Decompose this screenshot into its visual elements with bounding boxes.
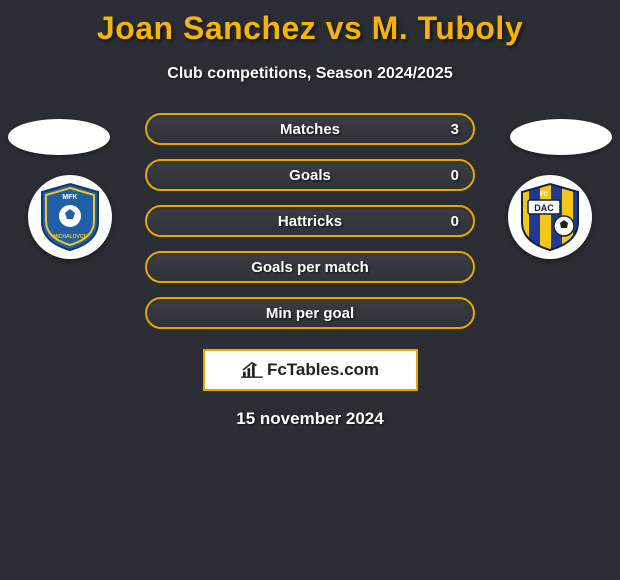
date-label: 15 november 2024 — [0, 409, 620, 429]
svg-text:MFK: MFK — [62, 194, 77, 201]
stat-label: Hattricks — [278, 213, 342, 230]
page-title: Joan Sanchez vs M. Tuboly — [0, 0, 620, 47]
stat-value-right: 0 — [451, 213, 459, 230]
shield-icon: DAC FC — [518, 182, 582, 252]
shield-icon: MFK MICHALOVCE — [38, 182, 102, 252]
brand-text: FcTables.com — [267, 360, 379, 380]
svg-text:FC: FC — [540, 192, 549, 198]
subtitle: Club competitions, Season 2024/2025 — [0, 65, 620, 83]
club-badge-right: DAC FC — [508, 175, 592, 259]
stat-row: Goals per match — [145, 251, 475, 283]
player-photo-right — [510, 119, 612, 155]
stat-row: Min per goal — [145, 297, 475, 329]
stat-row: Matches 3 — [145, 113, 475, 145]
comparison-area: MFK MICHALOVCE DAC FC — [0, 113, 620, 429]
stat-label: Goals — [289, 167, 331, 184]
bar-chart-icon — [241, 361, 263, 379]
stat-value-right: 0 — [451, 167, 459, 184]
player-photo-left — [8, 119, 110, 155]
club-badge-left: MFK MICHALOVCE — [28, 175, 112, 259]
stat-value-right: 3 — [451, 121, 459, 138]
svg-text:DAC: DAC — [534, 203, 554, 213]
stat-label: Min per goal — [266, 305, 354, 322]
stats-list: Matches 3 Goals 0 Hattricks 0 Goals per … — [145, 113, 475, 329]
svg-text:MICHALOVCE: MICHALOVCE — [53, 234, 87, 240]
stat-label: Goals per match — [251, 259, 369, 276]
stat-row: Hattricks 0 — [145, 205, 475, 237]
brand-watermark: FcTables.com — [203, 349, 418, 391]
stat-label: Matches — [280, 121, 340, 138]
stat-row: Goals 0 — [145, 159, 475, 191]
